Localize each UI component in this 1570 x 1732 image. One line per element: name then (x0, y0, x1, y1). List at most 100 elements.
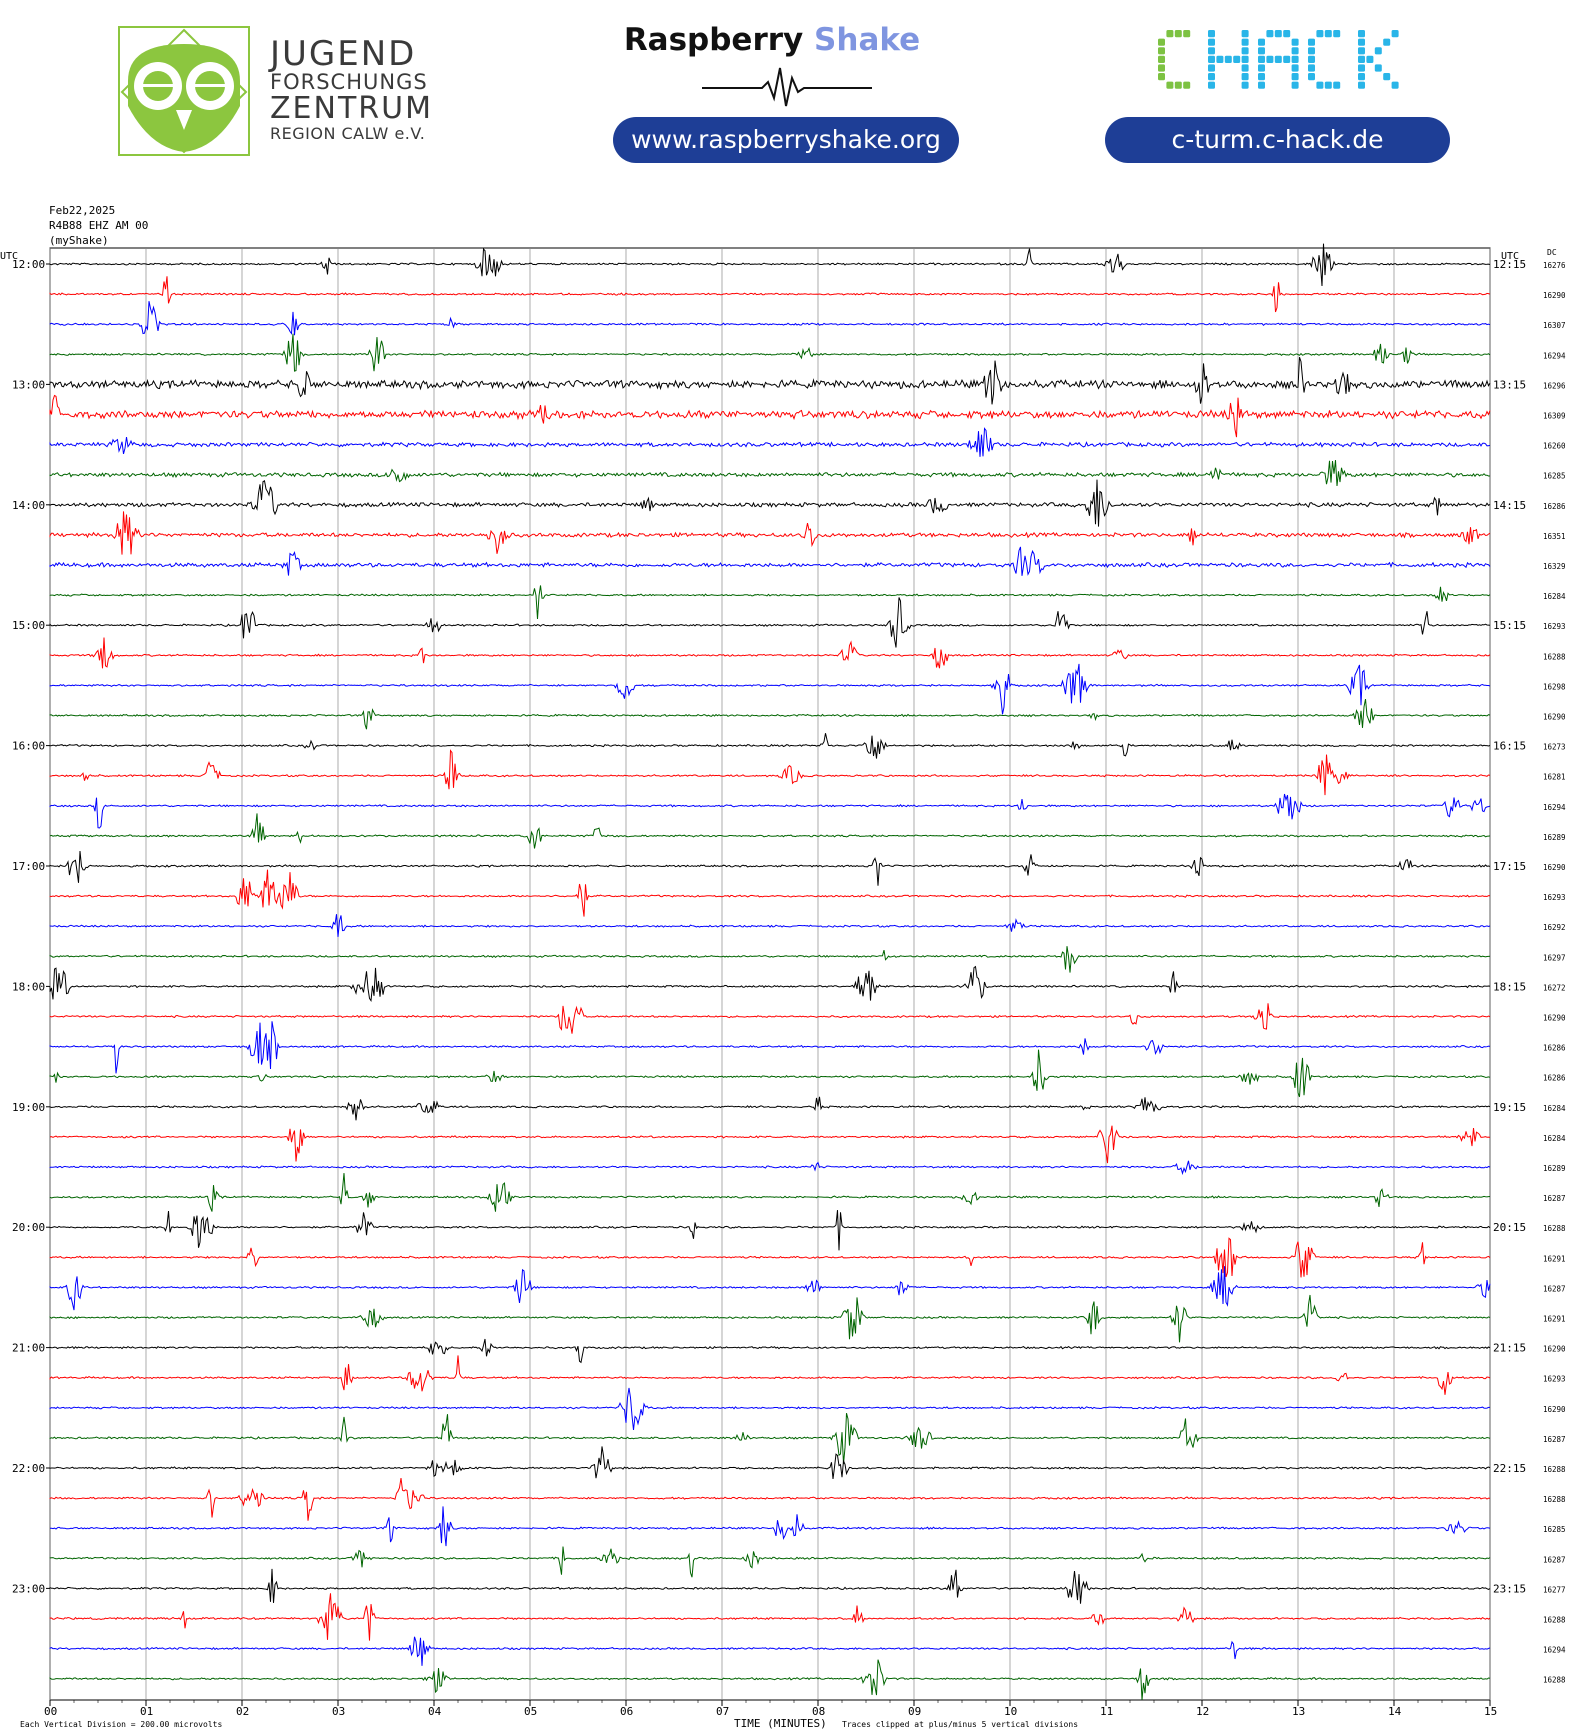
chack-dot (1274, 30, 1282, 38)
chack-dot (1158, 55, 1165, 63)
chack-dot (1241, 81, 1249, 89)
right-time-label: 21:15 (1493, 1342, 1526, 1355)
chack-dot (1358, 55, 1365, 63)
dc-title: DC (1547, 248, 1557, 257)
chack-dot (1241, 73, 1249, 81)
dc-value: 16288 (1543, 1616, 1566, 1625)
dc-value: 16290 (1543, 1014, 1566, 1023)
x-tick-label: 14 (1388, 1705, 1402, 1718)
chack-dot (1158, 73, 1165, 81)
dc-value: 16291 (1543, 1254, 1566, 1263)
rs-brand-dark: Raspberry (623, 22, 804, 58)
dc-value: 16289 (1543, 1164, 1566, 1173)
right-time-label: 22:15 (1493, 1462, 1526, 1475)
left-hour-label: 21:00 (12, 1342, 45, 1355)
chack-dot (1391, 81, 1399, 89)
dc-value: 16329 (1543, 562, 1566, 571)
seismic-trace (49, 597, 1491, 648)
jfz-line-1: JUGEND (270, 34, 417, 74)
chack-dot (1158, 47, 1165, 55)
chack-dot (1374, 64, 1382, 72)
seismic-trace (49, 511, 1491, 555)
chack-dot (1241, 55, 1249, 63)
seismic-trace (49, 699, 1491, 730)
x-tick-labels: 00 01 02 03 04 05 06 07 08 09 10 11 12 13 14 15 (44, 1705, 1497, 1718)
plot-date: Feb22,2025 (49, 204, 116, 217)
dc-value: 16290 (1543, 863, 1566, 872)
seismic-trace (49, 793, 1491, 829)
chack-dot (1166, 30, 1174, 38)
x-tick-label: 13 (1292, 1705, 1305, 1718)
dc-value: 16284 (1543, 1104, 1566, 1113)
left-hour-label: 14:00 (12, 499, 45, 512)
right-time-label: 20:15 (1493, 1221, 1526, 1234)
dc-value: 16294 (1543, 1646, 1566, 1655)
right-time-label: 18:15 (1493, 980, 1526, 993)
chack-logo[interactable] (1158, 30, 1408, 94)
raspberryshake-url-button[interactable]: www.raspberryshake.org (613, 117, 959, 163)
x-tick-label: 07 (716, 1705, 729, 1718)
left-hour-label: 15:00 (12, 619, 45, 632)
dc-offset-labels: 16276 16290 16307 16294 16296 16309 16260 16285… (1543, 261, 1566, 1685)
chack-dot (1374, 47, 1382, 55)
dc-value: 16293 (1543, 1375, 1566, 1384)
chack-dot (1158, 64, 1165, 72)
dc-value: 16287 (1543, 1555, 1566, 1564)
right-axis-title: UTC (1501, 251, 1519, 262)
chack-dot-matrix-icon (1158, 30, 1399, 89)
right-time-label: 19:15 (1493, 1101, 1526, 1114)
right-time-label: 15:15 (1493, 619, 1526, 632)
dc-value: 16281 (1543, 773, 1566, 782)
seismic-trace (49, 1659, 1491, 1700)
raspberry-shake-logo[interactable]: Raspberry Shake (612, 22, 972, 112)
dc-value: 16296 (1543, 381, 1566, 390)
chack-dot (1183, 30, 1191, 38)
x-tick-label: 00 (44, 1705, 57, 1718)
dc-value: 16290 (1543, 1345, 1566, 1354)
dc-value: 16294 (1543, 803, 1566, 812)
right-time-label: 12:15 (1493, 258, 1526, 271)
chack-dot (1174, 81, 1182, 89)
dc-value: 16288 (1543, 1465, 1566, 1474)
chack-dot (1208, 55, 1215, 63)
left-hour-label: 20:00 (12, 1221, 45, 1234)
right-time-label: 17:15 (1493, 860, 1526, 873)
chack-dot (1308, 47, 1315, 55)
chack-dot (1274, 55, 1282, 63)
seismic-trace (49, 1237, 1491, 1278)
seismic-trace (49, 301, 1491, 336)
jfz-line-2: FORSCHUNGS (270, 70, 428, 94)
chack-dot (1291, 64, 1299, 72)
x-axis-title: TIME (MINUTES) (734, 1717, 827, 1730)
seismic-trace (49, 1160, 1491, 1176)
dc-value: 16293 (1543, 893, 1566, 902)
chack-dot (1308, 64, 1315, 72)
station-id: R4B88 EHZ AM 00 (49, 219, 149, 232)
seismic-trace (49, 585, 1491, 620)
chack-dot (1324, 81, 1332, 89)
chack-dot (1216, 55, 1224, 63)
dc-value: 16294 (1543, 351, 1566, 360)
chack-url-button[interactable]: c-turm.c-hack.de (1105, 117, 1450, 163)
chack-dot (1358, 30, 1365, 38)
left-hour-label: 17:00 (12, 860, 45, 873)
seismic-trace (49, 243, 1491, 287)
seismic-trace (49, 394, 1491, 438)
chack-dot (1316, 81, 1324, 89)
seismic-trace (49, 733, 1491, 759)
chack-dot (1258, 81, 1265, 89)
chack-dot (1383, 73, 1391, 81)
jfz-logo[interactable]: JUGEND FORSCHUNGS ZENTRUM REGION CALW e.… (118, 26, 448, 168)
chack-dot (1324, 30, 1332, 38)
plot-metadata: Feb22,2025 R4B88 EHZ AM 00 (myShake) (49, 203, 148, 248)
chack-dot (1283, 55, 1291, 63)
chack-dot (1291, 47, 1299, 55)
chack-dot (1358, 47, 1365, 55)
chack-dot (1333, 30, 1341, 38)
x-tick-label: 10 (1004, 1705, 1017, 1718)
dc-value: 16297 (1543, 953, 1566, 962)
left-hour-label: 13:00 (12, 378, 45, 391)
chack-dot (1358, 73, 1365, 81)
right-time-label: 16:15 (1493, 740, 1526, 753)
seismic-trace (49, 427, 1491, 457)
